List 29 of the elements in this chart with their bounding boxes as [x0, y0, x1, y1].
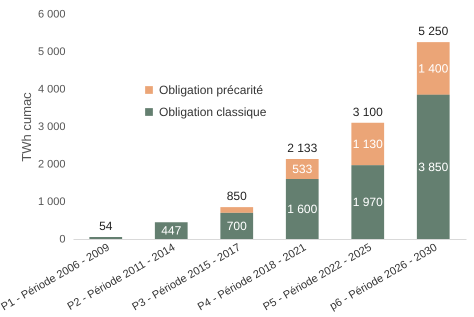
y-tick-label: 1 000: [38, 196, 66, 208]
bar: [351, 122, 384, 166]
data-label: 1 600: [287, 202, 318, 216]
legend-label: Obligation précarité: [159, 83, 264, 97]
data-label: 3 850: [418, 160, 449, 174]
bar: [220, 207, 254, 213]
y-tick-label: 3 000: [38, 121, 66, 133]
total-label: 850: [226, 189, 248, 204]
legend-label: Obligation classique: [159, 105, 267, 119]
data-label: 1 400: [418, 61, 449, 76]
bar: [416, 94, 450, 239]
bar: [416, 42, 450, 95]
data-label: 700: [226, 218, 248, 233]
data-label: 447: [161, 224, 182, 238]
y-axis-title: TWh cumac: [18, 92, 34, 162]
total-label: 2 133: [287, 141, 318, 156]
y-tick-label: 4 000: [38, 84, 66, 96]
data-label: 1 970: [352, 195, 384, 210]
y-tick-label: 5 000: [38, 46, 66, 58]
data-label: 1 130: [352, 136, 384, 151]
total-label: 5 250: [418, 24, 449, 38]
y-tick-label: 0: [59, 234, 66, 246]
data-label: 533: [292, 162, 313, 176]
y-tick-label: 6 000: [38, 8, 66, 20]
total-label: 54: [99, 218, 113, 233]
y-tick-label: 2 000: [38, 158, 66, 170]
bar: [351, 165, 384, 239]
bar: [286, 179, 319, 239]
total-label: 3 100: [352, 104, 384, 119]
